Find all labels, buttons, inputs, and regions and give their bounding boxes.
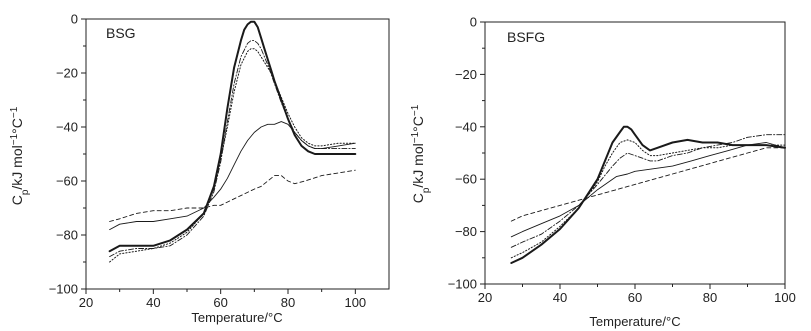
panel-bsfg: 20 40 60 80 100 0 −20 −40 −60 −80 −100 BSFG Temper… <box>410 15 796 330</box>
y-tick-label: −20 <box>56 66 78 81</box>
series-line-thin <box>510 142 786 238</box>
y-tick-label: −60 <box>455 172 477 187</box>
y-axis-title: Cp/kJ mol−1°C−1 <box>410 104 432 203</box>
series-group <box>108 20 357 263</box>
series-line-dashdot <box>109 40 356 258</box>
y-tick-label: 0 <box>71 12 78 27</box>
x-tick-label: 40 <box>553 290 567 305</box>
y-tick-label: −60 <box>56 174 78 189</box>
x-tick-label: 40 <box>146 295 160 310</box>
series-line-dotted <box>109 48 356 263</box>
series-line-dashdot <box>510 134 786 248</box>
x-tick-label: 20 <box>79 295 93 310</box>
y-tick-label: −100 <box>448 277 477 292</box>
x-tick-label: 60 <box>628 290 642 305</box>
y-tick-label: −40 <box>56 120 78 135</box>
y-tick-label: −80 <box>56 228 78 243</box>
y-tick-label: 0 <box>470 15 477 30</box>
x-tick-label: 60 <box>213 295 227 310</box>
panel-title: BSG <box>106 25 136 41</box>
y-tick-label: −20 <box>455 67 477 82</box>
y-tick-label: −100 <box>49 282 78 297</box>
y-tick-label: −40 <box>455 119 477 134</box>
series-line-dashed <box>109 169 356 222</box>
x-axis-title: Temperature/°C <box>589 314 680 329</box>
x-axis-title: Temperature/°C <box>191 310 282 325</box>
y-axis-title: Cp/kJ mol−1°C−1 <box>9 106 31 205</box>
tick-group: 20 40 60 80 100 0 −20 −40 −60 −80 −100 <box>49 12 366 311</box>
series-line-bold <box>108 20 357 253</box>
x-tick-label: 100 <box>774 290 796 305</box>
panel-title: BSFG <box>507 29 545 45</box>
series-group <box>510 125 786 264</box>
tick-group: 20 40 60 80 100 0 −20 −40 −60 −80 −100 <box>448 15 796 306</box>
panel-bsg: 20 40 60 80 100 0 −20 −40 −60 −80 −100 BSG Tempera… <box>9 12 390 325</box>
series-line-dotted <box>510 139 786 259</box>
x-tick-label: 80 <box>281 295 295 310</box>
series-line-thin <box>109 121 356 231</box>
series-line-dashed <box>510 147 786 222</box>
y-tick-label: −80 <box>455 224 477 239</box>
x-tick-label: 20 <box>478 290 492 305</box>
x-tick-label: 80 <box>703 290 717 305</box>
x-tick-label: 100 <box>344 295 366 310</box>
series-line-bold <box>510 125 786 264</box>
plot-frame <box>484 21 786 285</box>
